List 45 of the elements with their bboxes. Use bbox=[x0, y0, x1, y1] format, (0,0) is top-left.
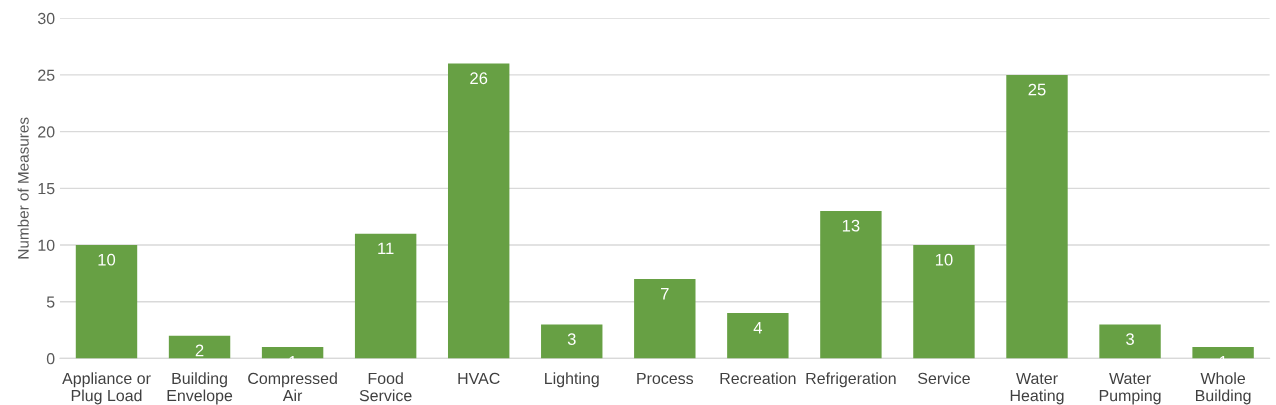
x-tick-label: Process bbox=[637, 372, 694, 385]
bar bbox=[727, 313, 789, 359]
x-tick-label: Lighting bbox=[545, 372, 599, 388]
bar bbox=[75, 245, 138, 359]
x-tick-label: Refrigeration bbox=[806, 372, 896, 388]
y-tick-label: 5 bbox=[46, 296, 55, 308]
bar bbox=[820, 211, 882, 359]
y-tick-label: 15 bbox=[38, 183, 55, 195]
x-tick-label: Water Heating bbox=[1010, 372, 1064, 405]
x-tick-label: Food Service bbox=[359, 372, 412, 402]
data-label: 10 bbox=[98, 253, 116, 266]
data-label: 11 bbox=[378, 242, 394, 255]
x-tick-label: HVAC bbox=[458, 372, 500, 385]
bar bbox=[913, 245, 975, 359]
y-tick-label: 30 bbox=[37, 12, 55, 25]
bar bbox=[354, 233, 417, 359]
x-tick-label: Whole Building bbox=[1195, 372, 1251, 405]
data-label: 3 bbox=[1126, 333, 1134, 345]
x-tick-label: Service bbox=[918, 372, 970, 385]
bar bbox=[261, 347, 324, 359]
bar bbox=[1099, 324, 1161, 359]
x-tick-label: Compressed Air bbox=[248, 372, 337, 402]
bar bbox=[1192, 347, 1254, 359]
data-label: 25 bbox=[1028, 83, 1046, 96]
x-tick-label: Building Envelope bbox=[167, 372, 233, 405]
x-tick-label: Appliance or Plug Load bbox=[62, 372, 151, 405]
y-tick-label: 20 bbox=[38, 126, 55, 138]
x-tick-label: Recreation bbox=[720, 372, 796, 385]
data-label: 7 bbox=[661, 287, 669, 300]
data-label: 13 bbox=[842, 219, 860, 232]
y-axis-title: Number of Measures bbox=[17, 117, 29, 259]
x-tick-label: Water Pumping bbox=[1099, 372, 1161, 405]
y-tick-label: 10 bbox=[38, 239, 55, 251]
bar bbox=[541, 324, 603, 359]
data-label: 3 bbox=[567, 333, 576, 345]
data-label: 4 bbox=[753, 322, 762, 334]
y-tick-label: 25 bbox=[38, 69, 55, 81]
bar bbox=[1006, 74, 1068, 359]
data-label: 10 bbox=[935, 253, 953, 266]
bar bbox=[168, 335, 231, 359]
data-label: 2 bbox=[195, 344, 204, 357]
y-tick-label: 0 bbox=[46, 353, 55, 365]
bar bbox=[634, 279, 696, 359]
data-label: 26 bbox=[470, 72, 488, 85]
bar bbox=[447, 63, 510, 359]
